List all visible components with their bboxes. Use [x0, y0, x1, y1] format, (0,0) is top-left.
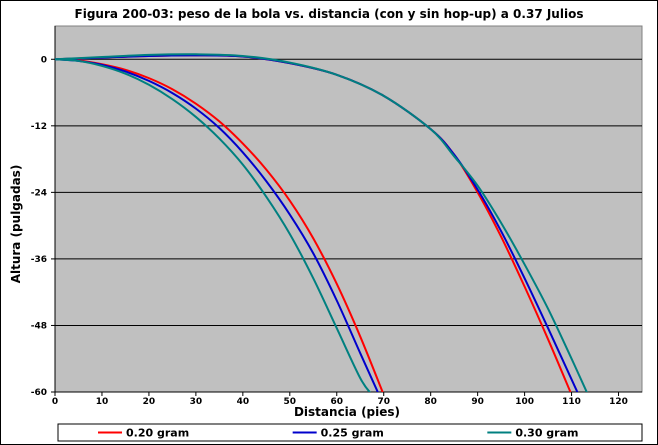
- y-axis-label: Altura (pulgadas): [9, 165, 23, 284]
- x-tick-label: 80: [424, 397, 437, 407]
- legend-label: 0.20 gram: [126, 427, 189, 440]
- y-tick-label: -24: [31, 188, 47, 198]
- legend: 0.20 gram 0.25 gram 0.30 gram: [57, 423, 643, 442]
- y-tick-label: -48: [31, 321, 47, 331]
- y-tick-label: 0: [41, 55, 47, 65]
- x-tick-label: 60: [330, 397, 343, 407]
- y-tick-label: -60: [31, 388, 47, 398]
- x-tick-label: 10: [96, 397, 109, 407]
- x-axis-label: Distancia (pies): [294, 405, 400, 419]
- x-tick-label: 40: [237, 397, 250, 407]
- x-tick-label: 110: [562, 397, 581, 407]
- legend-label: 0.25 gram: [321, 427, 384, 440]
- series-lines: [55, 53, 588, 392]
- x-tick-label: 70: [377, 397, 390, 407]
- legend-box: [57, 423, 643, 442]
- y-tick-label: -36: [31, 255, 47, 265]
- plot-area: 0 -12 -24 -36 -48 -60 0 10 20 30 40 50 60 70 80 90 100 11…: [31, 25, 643, 407]
- x-tick-label: 0: [52, 397, 58, 407]
- x-tick-label: 120: [609, 397, 628, 407]
- x-tick-label: 50: [284, 397, 297, 407]
- legend-label: 0.30 gram: [515, 427, 578, 440]
- y-tick-label: -12: [31, 122, 47, 132]
- chart-title: Figura 200-03: peso de la bola vs. dista…: [75, 7, 584, 21]
- x-tick-label: 90: [471, 397, 484, 407]
- x-tick-label: 100: [515, 397, 534, 407]
- x-tick-label: 30: [190, 397, 203, 407]
- x-tick-label: 20: [143, 397, 156, 407]
- series-line-0-30-gram-b: [55, 53, 588, 392]
- series-line-0-25-gram-a: [55, 58, 379, 392]
- series-line-0-30-gram-a: [55, 58, 371, 392]
